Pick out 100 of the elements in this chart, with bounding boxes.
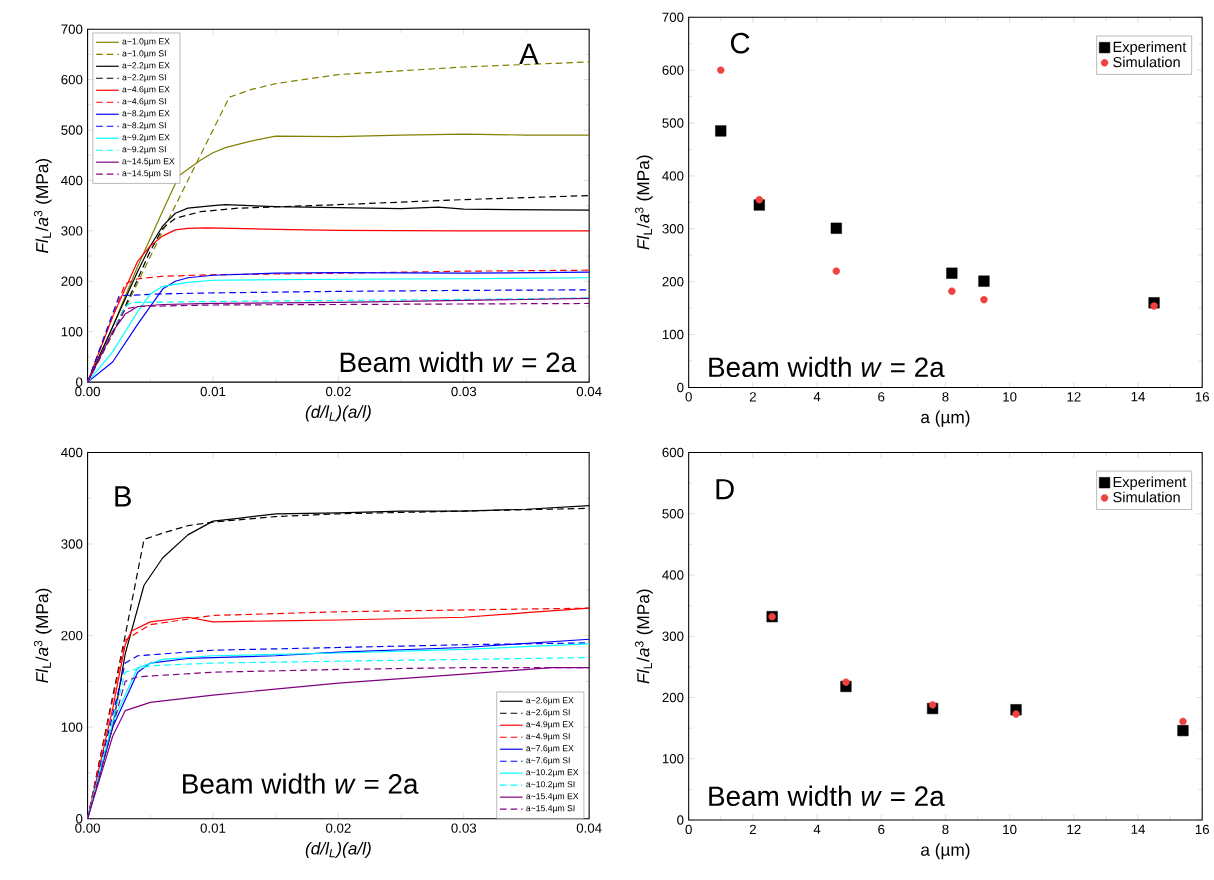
y-tick-label: 200 — [662, 277, 684, 287]
x-tick-label: 16 — [1195, 824, 1209, 835]
x-tick-label: 8 — [942, 392, 949, 402]
legend-label: Simulation — [1113, 56, 1180, 68]
point — [842, 678, 850, 687]
annotation: B — [115, 486, 131, 507]
legend-label: Experiment — [1113, 476, 1187, 491]
x-tick-label: 10 — [1003, 824, 1017, 835]
x-tick-label: 0.04 — [576, 823, 602, 833]
legend-label: a~15.4µm EX — [526, 793, 579, 802]
y-tick-label: 700 — [662, 12, 684, 23]
x-tick-label: 0 — [685, 824, 692, 835]
point — [946, 267, 958, 279]
point — [755, 196, 764, 204]
y-tick-label: 400 — [61, 447, 83, 458]
point — [715, 125, 727, 137]
y-tick-label: 100 — [662, 754, 684, 764]
x-tick-label: 8 — [942, 824, 949, 835]
x-tick-label: 14 — [1131, 392, 1145, 402]
legend-label: Simulation — [1113, 491, 1180, 503]
y-tick-label: 700 — [61, 24, 83, 34]
point — [928, 701, 937, 709]
point — [978, 275, 990, 287]
y-tick-label: 200 — [61, 276, 83, 287]
y-tick-label: 400 — [662, 570, 684, 580]
point — [948, 287, 956, 296]
y-tick-label: 300 — [61, 226, 83, 236]
y-axis-title: Fl$_{L}$/a$^{3}$ (MPa) — [634, 589, 653, 684]
point — [1012, 710, 1020, 718]
y-tick-label: 300 — [662, 224, 684, 234]
x-tick-label: 2 — [749, 392, 756, 402]
x-tick-label: 12 — [1067, 392, 1081, 402]
y-tick-label: 100 — [61, 722, 83, 732]
y-axis-title: Fl$_{L}$/a$^{3}$ (MPa) — [33, 159, 52, 254]
y-axis-title: Fl$_{L}$/a$^{3}$ (MPa) — [33, 588, 52, 683]
legend-label: Experiment — [1113, 41, 1187, 56]
y-tick-label: 500 — [662, 118, 684, 128]
y-tick-label: 600 — [662, 65, 684, 75]
legend-label: a~8.2µm SI — [122, 122, 166, 131]
x-tick-label: 2 — [749, 824, 756, 835]
y-tick-label: 500 — [61, 125, 83, 135]
legend-label: a~4.6µm SI — [122, 98, 166, 107]
point — [1177, 725, 1189, 737]
y-tick-label: 500 — [662, 509, 684, 519]
annotation: C — [730, 32, 750, 54]
x-tick-label: 0.01 — [200, 823, 226, 833]
y-tick-label: 400 — [662, 171, 684, 181]
annotation: Beam width w = 2a — [183, 773, 419, 794]
y-tick-label: 600 — [61, 75, 83, 85]
x-tick-label: 0.04 — [576, 386, 602, 397]
legend-label: a~7.6µm EX — [526, 745, 574, 754]
legend-label: a~4.9µm EX — [526, 721, 574, 730]
point — [832, 267, 841, 275]
x-tick-label: 0.02 — [325, 823, 351, 833]
annotation: Beam width w = 2a — [709, 356, 945, 378]
legend-label: a~1.0µm EX — [122, 38, 170, 47]
x-tick-label: 10 — [1003, 392, 1017, 402]
legend-label: a~7.6µm SI — [526, 757, 570, 766]
annotation: Beam width w = 2a — [709, 785, 945, 807]
point — [717, 66, 725, 74]
legend-label: a~4.6µm EX — [122, 86, 170, 95]
x-tick-label: 6 — [878, 392, 885, 402]
annotation: D — [716, 479, 734, 500]
legend-label: a~9.2µm SI — [122, 146, 166, 155]
x-tick-label: 0.03 — [451, 386, 477, 397]
x-tick-label: 0.02 — [325, 386, 351, 397]
y-tick-label: 0 — [76, 814, 83, 824]
legend-label: a~2.2µm EX — [122, 62, 170, 71]
legend-label: a~2.6µm EX — [526, 697, 574, 706]
x-axis-title: a (µm) — [921, 410, 970, 427]
y-axis-title: Fl$_{L}$/a$^{3}$ (MPa) — [634, 155, 653, 250]
legend-label: a~15.4µm SI — [526, 805, 575, 814]
point — [1150, 302, 1158, 310]
legend-label: a~9.2µm EX — [122, 134, 170, 143]
annotation: A — [519, 43, 539, 65]
legend-label: a~14.5µm EX — [122, 158, 175, 167]
legend-label: a~8.2µm EX — [122, 110, 170, 119]
point — [980, 296, 988, 304]
x-tick-label: 4 — [813, 392, 821, 402]
annotation: Beam width w = 2a — [340, 351, 577, 373]
legend-label: a~2.2µm SI — [122, 74, 166, 83]
legend-label: a~14.5µm SI — [122, 170, 171, 179]
x-axis-title: (d/l$_{L}$)(a/l) — [305, 842, 371, 859]
legend-label: a~4.9µm SI — [526, 733, 570, 742]
legend-label: a~10.2µm EX — [526, 769, 579, 778]
x-tick-label: 0.01 — [200, 386, 226, 397]
x-tick-label: 0.00 — [75, 823, 100, 833]
x-tick-label: 4 — [813, 824, 821, 834]
y-tick-label: 0 — [76, 377, 83, 387]
point — [830, 222, 842, 234]
y-tick-label: 200 — [61, 631, 83, 641]
x-tick-label: 12 — [1067, 824, 1081, 835]
y-tick-label: 600 — [662, 447, 684, 458]
x-axis-title: (d/l$_{L}$)(a/l) — [305, 405, 371, 422]
legend-label: a~10.2µm SI — [526, 781, 575, 790]
x-tick-label: 16 — [1195, 392, 1209, 402]
legend-label: a~1.0µm SI — [122, 50, 166, 59]
legend-label: a~2.6µm SI — [526, 709, 570, 718]
y-tick-label: 300 — [61, 539, 83, 549]
x-tick-label: 14 — [1131, 824, 1145, 834]
